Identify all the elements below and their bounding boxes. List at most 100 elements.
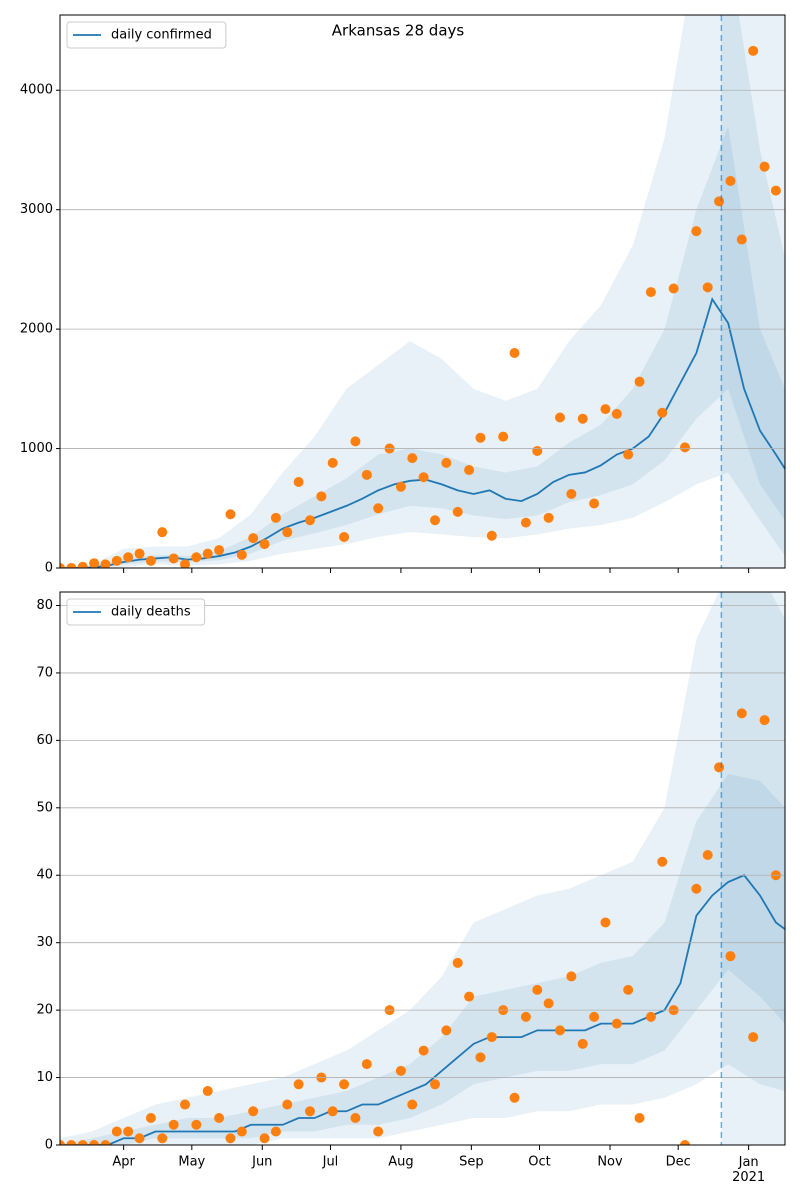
observed-point	[645, 1011, 656, 1022]
observed-point	[361, 1059, 372, 1070]
legend: daily deaths	[66, 598, 206, 626]
observed-point	[89, 1140, 100, 1145]
observed-point	[748, 1032, 759, 1043]
observed-point	[293, 1079, 304, 1090]
observed-point	[714, 196, 725, 207]
observed-point	[373, 503, 384, 514]
x-tick-label: May	[178, 1155, 205, 1170]
y-tick-label: 60	[36, 733, 53, 748]
observed-point	[770, 185, 781, 196]
observed-point	[305, 515, 315, 526]
y-tick-label: 0	[45, 561, 53, 576]
observed-point	[634, 376, 645, 387]
observed-point	[555, 412, 565, 423]
observed-point	[66, 563, 77, 568]
x-tick-label: Jul	[322, 1155, 339, 1170]
x-tick-label: Jun	[251, 1155, 272, 1170]
observed-point	[236, 549, 247, 560]
observed-point	[611, 408, 622, 419]
axes-frame	[59, 591, 786, 1146]
observed-point	[452, 506, 463, 517]
observed-point	[225, 1133, 236, 1144]
observed-point	[464, 465, 475, 476]
observed-point	[498, 431, 509, 442]
x-tick-label: Dec	[666, 1155, 691, 1170]
observed-point	[543, 512, 554, 523]
observed-point	[134, 548, 145, 559]
observed-point	[486, 530, 497, 541]
observed-point	[736, 708, 747, 719]
observed-point	[111, 555, 122, 566]
plot-area	[60, 15, 785, 568]
chart-title: Arkansas 28 days	[332, 22, 465, 40]
y-tick-label: 30	[36, 935, 53, 950]
observed-point	[236, 1126, 247, 1137]
observed-point	[111, 1126, 122, 1137]
observed-point	[475, 1052, 486, 1063]
legend: daily confirmed	[66, 21, 227, 49]
observed-point	[259, 1133, 270, 1144]
x-tick-label: Jan 2021	[732, 1155, 765, 1185]
observed-point	[339, 531, 350, 542]
confidence-band	[60, 15, 785, 568]
observed-point	[464, 991, 475, 1002]
observed-point	[702, 282, 713, 293]
observed-point	[543, 998, 554, 1009]
observed-point	[566, 971, 577, 982]
observed-point	[509, 1092, 520, 1103]
observed-point	[60, 1140, 65, 1145]
observed-point	[532, 445, 543, 456]
axes-frame	[59, 14, 786, 569]
observed-point	[191, 1119, 202, 1130]
observed-point	[395, 1065, 406, 1076]
observed-point	[248, 1106, 259, 1117]
observed-point	[600, 917, 611, 928]
observed-point	[680, 442, 690, 453]
observed-point	[623, 449, 634, 460]
observed-point	[123, 1126, 134, 1137]
observed-point	[452, 957, 463, 968]
observed-point	[339, 1079, 350, 1090]
observed-point	[657, 407, 668, 418]
observed-point	[441, 457, 452, 468]
legend-box	[66, 598, 206, 626]
observed-point	[202, 1086, 213, 1097]
observed-point	[134, 1133, 145, 1144]
observed-point	[589, 498, 600, 509]
y-tick-label: 40	[36, 868, 53, 883]
x-tick-label: Aug	[388, 1155, 413, 1170]
observed-point	[577, 1038, 588, 1049]
observed-point	[623, 984, 634, 995]
observed-point	[316, 491, 327, 502]
observed-point	[168, 1119, 179, 1130]
y-tick-label: 4000	[20, 83, 53, 98]
y-tick-label: 0	[45, 1138, 53, 1153]
confidence-band	[60, 592, 785, 1145]
observed-point	[145, 555, 156, 566]
observed-point	[123, 552, 134, 563]
observed-point	[305, 1106, 315, 1117]
observed-point	[475, 432, 486, 443]
y-tick-label: 20	[36, 1003, 53, 1018]
observed-point	[191, 552, 202, 563]
observed-point	[555, 1025, 565, 1036]
observed-point	[214, 545, 225, 556]
confidence-band	[60, 774, 785, 1145]
observed-point	[691, 883, 702, 894]
observed-point	[668, 283, 679, 294]
y-tick-label: 1000	[20, 441, 53, 456]
observed-point	[611, 1018, 622, 1029]
observed-point	[441, 1025, 452, 1036]
observed-point	[418, 1045, 429, 1056]
observed-point	[89, 558, 100, 568]
observed-point	[725, 951, 736, 962]
y-tick-label: 2000	[20, 322, 53, 337]
observed-point	[248, 533, 259, 544]
observed-point	[634, 1113, 645, 1124]
observed-point	[486, 1032, 497, 1043]
observed-point	[407, 453, 418, 464]
x-tick-label: Sep	[459, 1155, 484, 1170]
observed-point	[736, 234, 747, 245]
legend-box	[66, 21, 227, 49]
